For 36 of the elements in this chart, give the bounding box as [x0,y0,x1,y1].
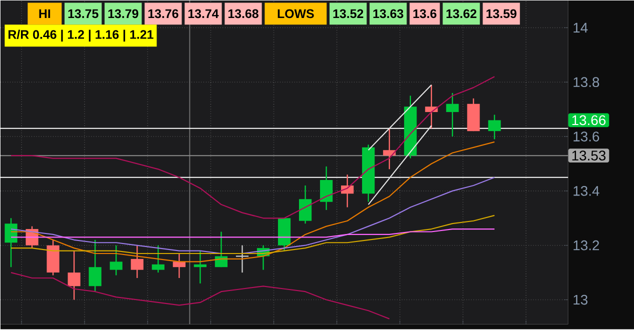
annotation: 13.62 [446,9,476,18]
candlestick [172,252,186,279]
y-tick-label: 14 [574,22,588,32]
y-tick-label: 13 [574,294,588,305]
annotation: 13.74 [188,9,219,18]
y-tick-label: 13.6 [574,132,600,142]
candlestick [88,239,102,292]
annotation: HI [39,9,50,18]
y-tick-label: 13.2 [574,240,600,250]
candlestick [130,244,144,279]
annotation: 13.63 [373,9,404,18]
y-tick-label: 13.4 [574,186,600,196]
ref-line-label: 13.53 [572,150,606,160]
annotation: LOWS [278,9,314,18]
annotation: 13.59 [486,9,516,18]
annotation: 13.52 [333,9,364,18]
text: 13.66 [572,115,606,126]
candlestick [299,184,312,224]
annotation: 13.75 [68,9,98,18]
candlestick [214,231,228,268]
annotation: 13.76 [148,9,178,18]
annotation: 13.6 [413,9,436,18]
y-tick-label: 13.8 [574,77,600,88]
candlestick [236,244,249,274]
candlestick [488,114,501,140]
candlestick [152,244,164,274]
annotation: 13.68 [228,9,258,18]
candlestick [320,166,333,211]
annotation: 13.79 [108,9,138,18]
annotation: R/R 0.46 | 1.2 | 1.16 | 1.21 [8,30,154,42]
candlestick [110,244,122,276]
candlestick [383,128,396,170]
candlestick [68,250,80,300]
candlestick [446,92,459,138]
candlestick [194,250,207,284]
candlestick [4,218,18,268]
